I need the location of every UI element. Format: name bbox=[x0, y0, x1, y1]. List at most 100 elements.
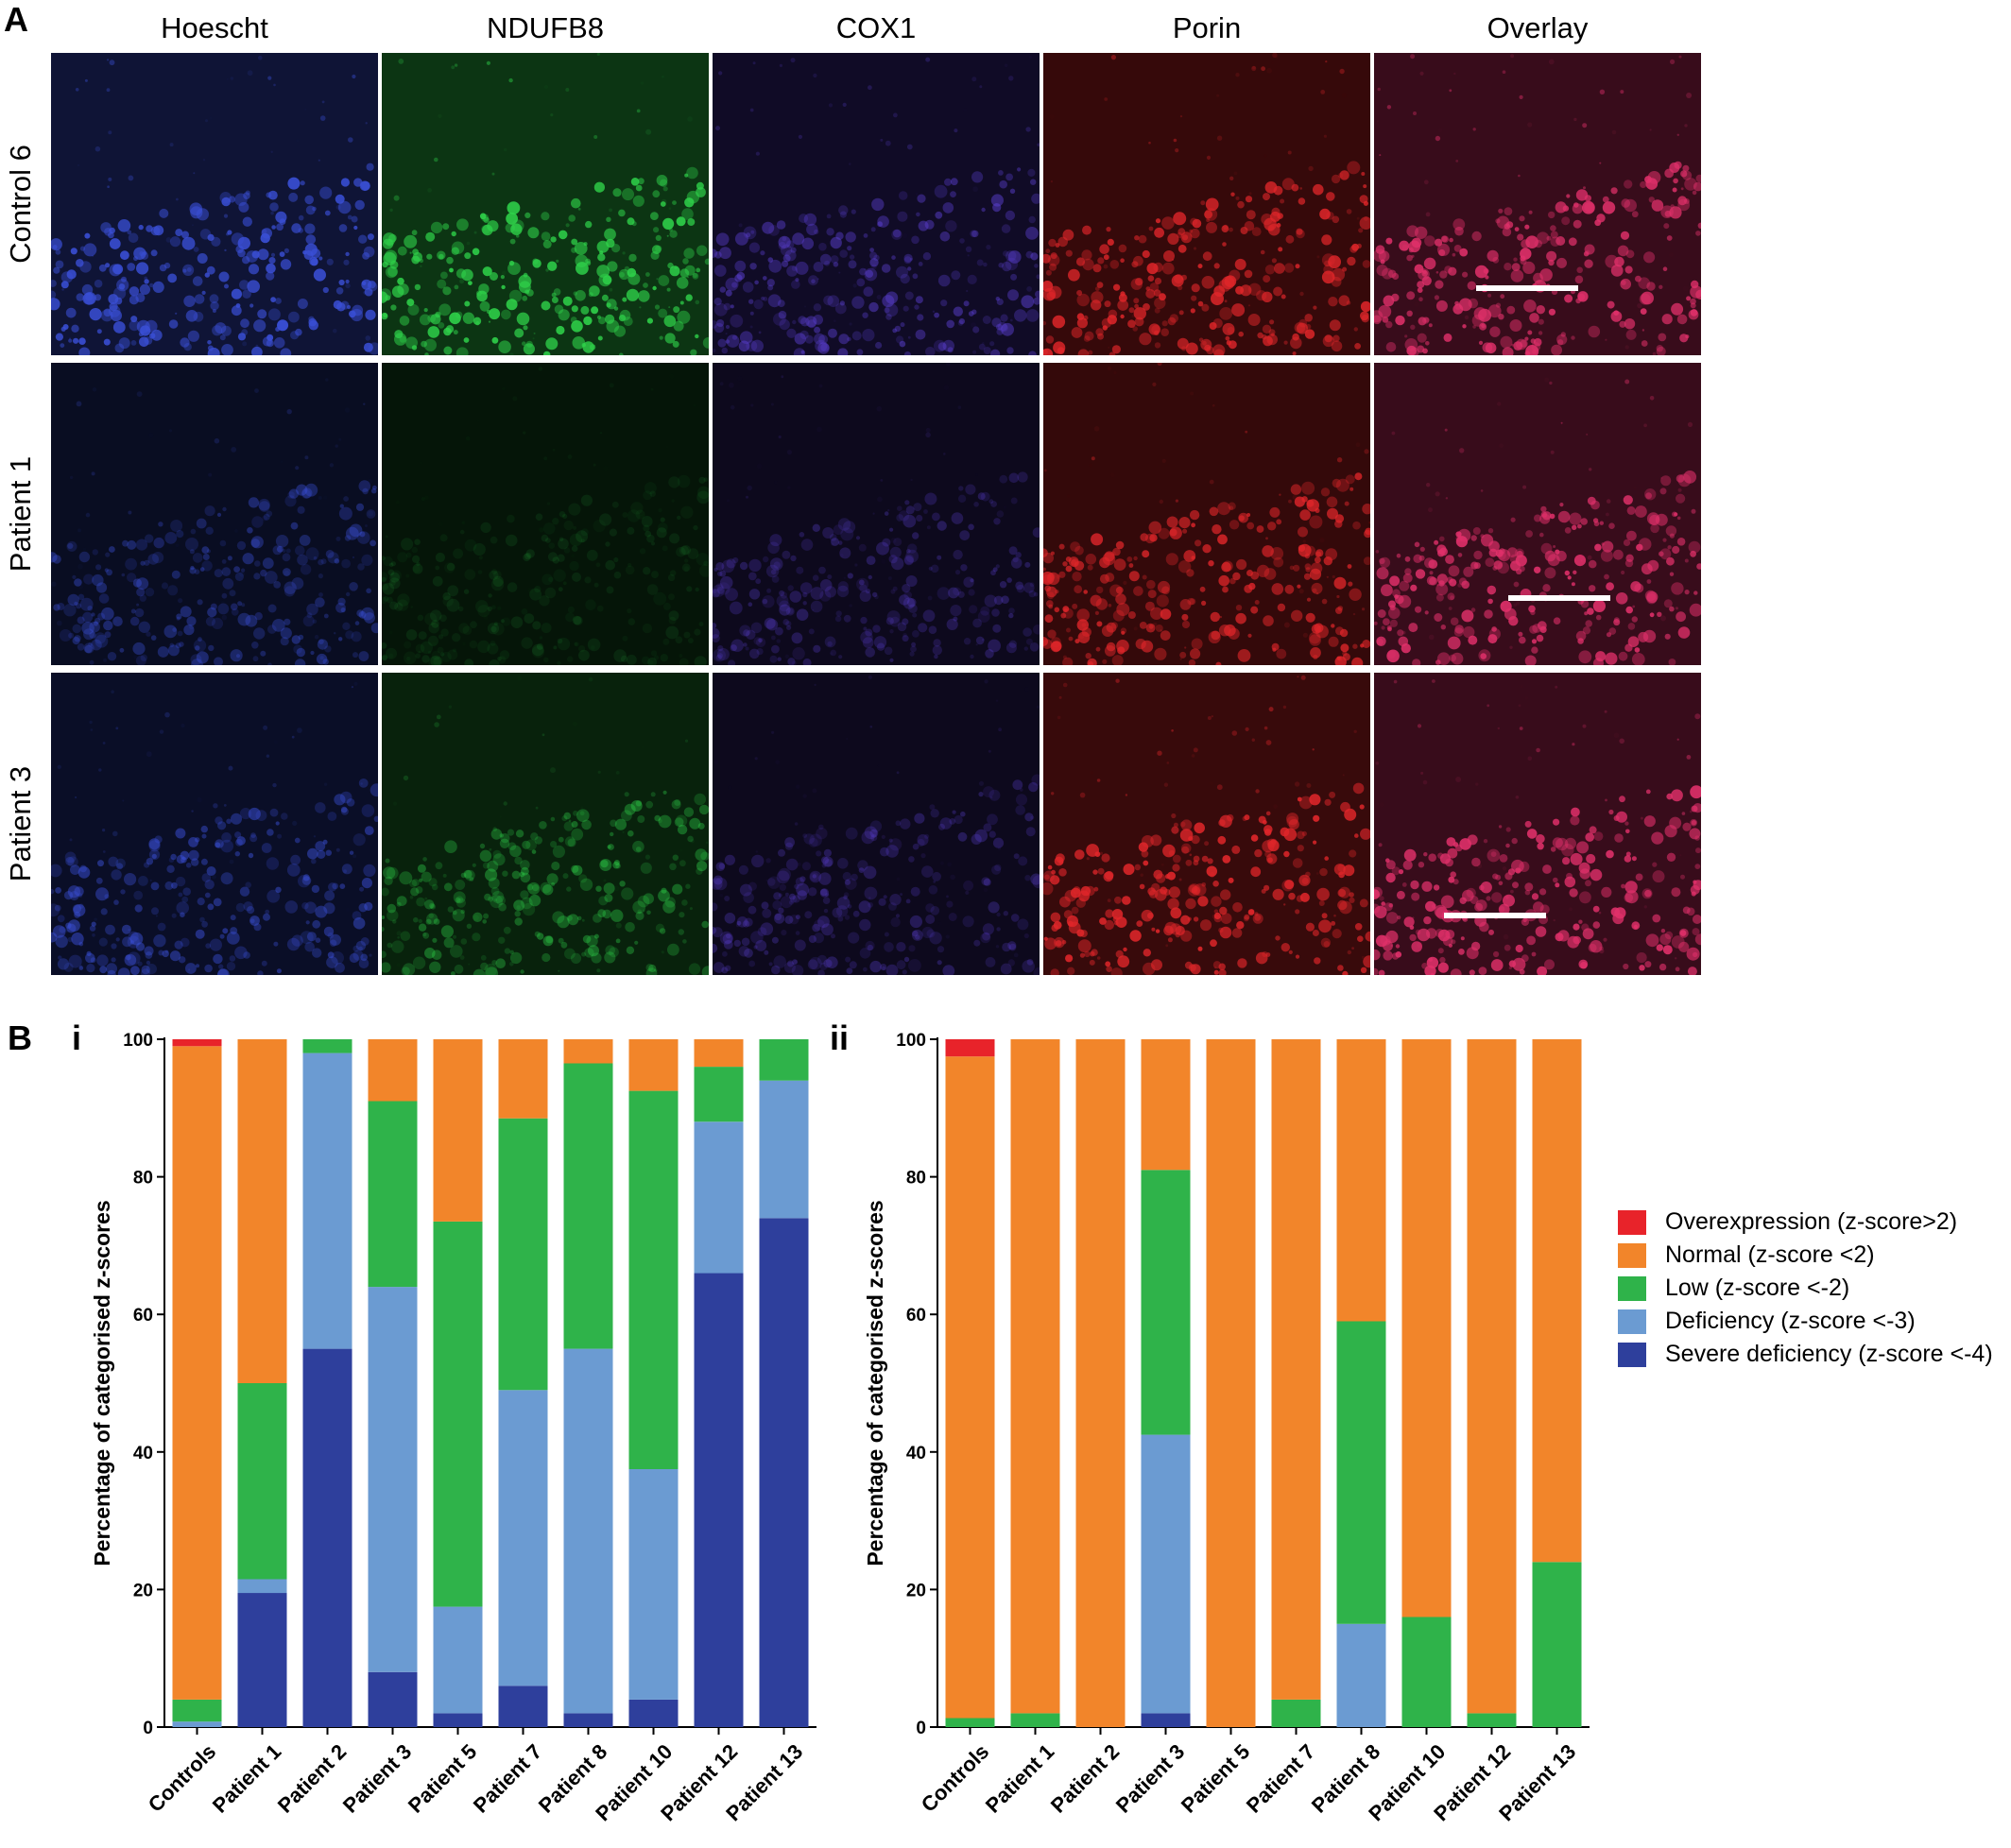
chart-i-bar-segment bbox=[172, 1721, 222, 1727]
chart-ii: Percentage of categorised z-scores 0 20 40 6… bbox=[863, 1031, 1590, 1825]
legend-label: Overexpression (z-score>2) bbox=[1665, 1208, 1958, 1235]
chart-ii-x-tick-label: Patient 5 bbox=[1177, 1739, 1255, 1818]
chart-ii-bar-segment bbox=[1532, 1039, 1582, 1563]
chart-i-bar-segment bbox=[759, 1080, 809, 1219]
micrograph-hoescht-patient-3 bbox=[51, 673, 378, 975]
micrograph-ndufb8-patient-3 bbox=[382, 673, 709, 975]
legend-label: Low (z-score <-2) bbox=[1665, 1275, 1850, 1301]
panel-a-label: A bbox=[4, 0, 28, 39]
chart-i-bar-segment bbox=[172, 1039, 222, 1047]
chart-i-y-tick-label: 60 bbox=[133, 1306, 153, 1326]
chart-i-bar-segment bbox=[498, 1390, 548, 1686]
chart-ii-bar-segment bbox=[1336, 1321, 1386, 1624]
legend-item-overexpression: Overexpression (z-score>2) bbox=[1618, 1206, 1993, 1239]
chart-ii-bar-segment bbox=[1141, 1713, 1191, 1727]
chart-i-bar-segment bbox=[628, 1039, 679, 1091]
chart-i-bar-segment bbox=[563, 1713, 613, 1727]
chart-i-bar-segment bbox=[759, 1218, 809, 1727]
column-title-overlay: Overlay bbox=[1487, 11, 1589, 44]
chart-ii-y-tick-label: 40 bbox=[906, 1444, 926, 1463]
chart-ii-y-tick-label: 0 bbox=[916, 1719, 926, 1738]
legend-swatch bbox=[1618, 1275, 1646, 1301]
chart-ii-bar-segment bbox=[1336, 1039, 1386, 1322]
chart-i: Percentage of categorised z-scores 0 20 40 6… bbox=[90, 1031, 816, 1825]
chart-ii-bar-segment bbox=[1206, 1039, 1256, 1727]
chart-i-bar-segment bbox=[563, 1039, 613, 1064]
micrograph-ndufb8-patient-1 bbox=[382, 363, 709, 665]
chart-ii-bar-segment bbox=[1010, 1713, 1060, 1727]
chart-i-bar-segment bbox=[628, 1469, 679, 1700]
micrograph-overlay-control-6 bbox=[1374, 53, 1701, 355]
chart-i-bar-segment bbox=[694, 1121, 744, 1274]
chart-ii-x-tick-label: Controls bbox=[917, 1739, 994, 1817]
chart-i-x-tick-label: Patient 3 bbox=[338, 1739, 417, 1818]
micrograph-ndufb8-control-6 bbox=[382, 53, 709, 355]
chart-i-bar-segment bbox=[628, 1090, 679, 1469]
chart-ii-label: ii bbox=[830, 1018, 850, 1057]
legend-swatch bbox=[1618, 1242, 1646, 1268]
chart-i-bar-segment bbox=[368, 1287, 418, 1672]
chart-i-bar-segment bbox=[237, 1039, 287, 1383]
chart-ii-bar-segment bbox=[1141, 1170, 1191, 1435]
micrograph-porin-patient-1 bbox=[1043, 363, 1370, 665]
chart-ii-bar-segment bbox=[945, 1718, 995, 1727]
chart-i-bar-segment bbox=[498, 1685, 548, 1727]
micrograph-overlay-patient-3 bbox=[1374, 673, 1701, 975]
chart-i-bar-segment bbox=[302, 1039, 352, 1053]
panel-b-label: B bbox=[8, 1018, 32, 1057]
chart-i-bar-segment bbox=[498, 1118, 548, 1391]
scale-bar-patient-1 bbox=[1508, 595, 1610, 601]
legend-swatch bbox=[1618, 1309, 1646, 1334]
chart-ii-bar-segment bbox=[1010, 1039, 1060, 1714]
column-title-ndufb8: NDUFB8 bbox=[486, 11, 604, 44]
chart-i-bar-segment bbox=[433, 1221, 483, 1607]
chart-i-y-tick-label: 80 bbox=[133, 1169, 153, 1189]
chart-i-bar-segment bbox=[433, 1713, 483, 1727]
chart-ii-bar-segment bbox=[1141, 1039, 1191, 1171]
micrograph-overlay-patient-1 bbox=[1374, 363, 1701, 665]
chart-i-bar-segment bbox=[694, 1067, 744, 1122]
chart-ii-y-tick-label: 100 bbox=[896, 1031, 926, 1051]
scale-bar-control-6 bbox=[1476, 285, 1578, 291]
chart-i-bar-segment bbox=[237, 1593, 287, 1727]
column-title-hoescht: Hoescht bbox=[161, 11, 268, 44]
micrograph-cox1-patient-3 bbox=[713, 673, 1040, 975]
chart-i-y-tick-label: 0 bbox=[143, 1719, 153, 1738]
chart-ii-y-tick-label: 80 bbox=[906, 1169, 926, 1189]
legend-item-severe-deficiency: Severe deficiency (z-score <-4) bbox=[1618, 1338, 1993, 1371]
chart-ii-y-tick-label: 20 bbox=[906, 1581, 926, 1600]
legend-label: Normal (z-score <2) bbox=[1665, 1241, 1875, 1268]
legend-swatch bbox=[1618, 1209, 1646, 1235]
scale-bar-patient-3 bbox=[1444, 913, 1546, 918]
chart-i-x-tick-label: Patient 2 bbox=[273, 1739, 352, 1818]
legend-swatch bbox=[1618, 1342, 1646, 1367]
chart-i-bar-segment bbox=[172, 1699, 222, 1722]
chart-ii-x-tick-label: Patient 3 bbox=[1111, 1739, 1190, 1818]
chart-ii-x-tick-label: Patient 2 bbox=[1046, 1739, 1125, 1818]
chart-i-bar-segment bbox=[433, 1606, 483, 1714]
chart-ii-bar-segment bbox=[1401, 1039, 1452, 1617]
legend-item-normal: Normal (z-score <2) bbox=[1618, 1239, 1993, 1272]
chart-i-bar-segment bbox=[694, 1273, 744, 1727]
row-title-patient-3: Patient 3 bbox=[4, 765, 37, 882]
chart-i-bar-segment bbox=[302, 1348, 352, 1727]
legend-item-low: Low (z-score <-2) bbox=[1618, 1272, 1993, 1305]
legend-item-deficiency: Deficiency (z-score <-3) bbox=[1618, 1305, 1993, 1338]
micrograph-porin-patient-3 bbox=[1043, 673, 1370, 975]
chart-ii-x-tick-label: Patient 1 bbox=[981, 1739, 1059, 1818]
micrograph-cox1-control-6 bbox=[713, 53, 1040, 355]
chart-i-bar-segment bbox=[563, 1063, 613, 1349]
micrograph-hoescht-control-6 bbox=[51, 53, 378, 355]
legend: Overexpression (z-score>2) Normal (z-sco… bbox=[1618, 1206, 1993, 1371]
chart-ii-bar-segment bbox=[945, 1056, 995, 1719]
chart-ii-bar-segment bbox=[1401, 1617, 1452, 1727]
chart-i-x-tick-label: Patient 1 bbox=[208, 1739, 286, 1818]
chart-i-y-axis-label: Percentage of categorised z-scores bbox=[90, 1200, 114, 1566]
column-title-cox1: COX1 bbox=[835, 11, 917, 44]
chart-i-y-tick-label: 40 bbox=[133, 1444, 153, 1463]
chart-i-bar-segment bbox=[172, 1046, 222, 1700]
legend-label: Deficiency (z-score <-3) bbox=[1665, 1308, 1916, 1334]
chart-i-x-tick-label: Patient 7 bbox=[469, 1739, 547, 1818]
chart-i-bar-segment bbox=[302, 1052, 352, 1349]
chart-i-bar-segment bbox=[628, 1699, 679, 1727]
